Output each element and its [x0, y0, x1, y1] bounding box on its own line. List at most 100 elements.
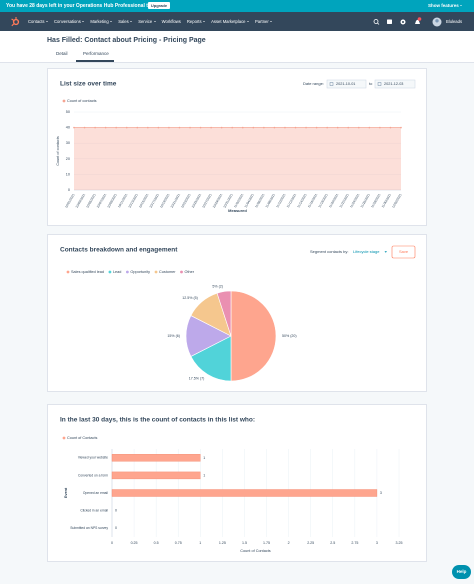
banner-text: You have 28 days left in your Operations… [6, 3, 157, 9]
data-label: 3 [380, 491, 382, 495]
chart-title: List size over time [60, 81, 117, 88]
y-tick-label: 40 [66, 126, 70, 130]
x-tick-label: 10/27/2021 [201, 193, 213, 209]
legend-label: Other [185, 270, 195, 274]
legend-label: Count of Contacts [67, 436, 97, 440]
nav-item-label[interactable]: Marketing [90, 19, 109, 24]
legend-label: Lead [113, 270, 121, 274]
slice-label: 5% (2) [212, 285, 223, 289]
show-features-text[interactable]: Show features [428, 3, 459, 8]
point [294, 126, 297, 129]
x-tick-label: 10/05/2021 [85, 193, 97, 209]
date-input[interactable] [326, 79, 367, 89]
save-label[interactable]: Save [399, 249, 409, 254]
nav-item-label[interactable]: Partner [255, 19, 269, 24]
search-icon[interactable] [373, 19, 379, 24]
upgrade-button[interactable]: Upgrade [148, 2, 170, 9]
pie-slice [230, 290, 277, 382]
account-name[interactable]: Bluleads [446, 19, 463, 24]
x-tick-label: 11/24/2021 [349, 193, 360, 209]
legend-swatch [125, 270, 129, 274]
nav-item[interactable]: Conversations [54, 19, 85, 24]
nav-item-label[interactable]: Sales [118, 19, 129, 24]
nav-item-label[interactable]: Workflows [161, 19, 181, 24]
x-tick-label: 11/12/2021 [286, 193, 297, 209]
dropdown-caret [384, 251, 387, 253]
y-tick-label: Submitted an NPS survey [70, 526, 108, 530]
x-tick-label: 3.25 [396, 541, 403, 545]
x-tick-label: 11/04/2021 [244, 193, 255, 209]
x-tick-label: 11/18/2021 [317, 193, 328, 209]
x-tick-label: 1 [199, 541, 201, 545]
pie-slice [216, 290, 232, 337]
bar [111, 454, 201, 462]
point [115, 126, 117, 129]
tab[interactable]: Detail [56, 51, 68, 56]
date-input[interactable] [374, 79, 416, 89]
point [136, 126, 139, 129]
y-axis-title: Count of contacts [56, 136, 60, 166]
nav-item[interactable]: Workflows [162, 19, 181, 24]
x-axis-title: Measured [228, 208, 247, 213]
x-tick-label: 0.5 [154, 541, 159, 545]
page-title: Has Filled: Contact about Pricing - Pric… [47, 37, 206, 44]
x-axis-title: Count of Contacts [240, 549, 270, 553]
top-nav: Contacts Conversations Marketing Sales Servi… [0, 12, 474, 31]
x-tick-label: 0.75 [175, 541, 182, 545]
x-tick-label: 11/08/2021 [265, 193, 276, 209]
notifications-icon[interactable] [415, 19, 420, 24]
point [368, 126, 371, 129]
x-tick-label: 11/26/2021 [360, 193, 371, 209]
show-features-link[interactable]: Show features [428, 3, 463, 8]
y-tick-label: 50 [66, 110, 70, 114]
nav-item-label[interactable]: Reports [186, 19, 202, 24]
x-tick-label: 0 [111, 541, 113, 545]
chart: Date range: 2021-10-01 to 2021-12-03 Lis… [56, 79, 416, 213]
x-tick-label: 2.5 [330, 541, 335, 545]
point [347, 126, 350, 129]
legend-label: Opportunity [130, 270, 150, 274]
legend-label: Customer [159, 270, 176, 274]
legend-swatch [62, 99, 66, 103]
save-button[interactable] [391, 245, 416, 259]
slice-label: 50% (20) [282, 334, 297, 338]
nav-item-label[interactable]: Asset Marketplace [211, 19, 246, 24]
y-tick-label: Opened an email [83, 491, 108, 495]
nav-item-label[interactable]: Contacts [28, 19, 45, 24]
x-tick-label: 0.25 [131, 541, 138, 545]
help-button[interactable]: Help [452, 565, 471, 579]
point [210, 126, 212, 129]
legend-swatch [180, 270, 183, 274]
x-tick-label: 11/30/2021 [381, 193, 392, 209]
card: Segment contacts by: Lifecycle stage Sav… [47, 234, 427, 392]
segment-select[interactable]: Lifecycle stage [353, 249, 380, 254]
nav-item[interactable]: Contacts [28, 19, 49, 24]
point [220, 126, 223, 129]
nav-item-label[interactable]: Service [138, 19, 153, 24]
logo[interactable] [10, 16, 21, 27]
slice-label: 15% (6) [167, 334, 180, 338]
point [284, 126, 286, 129]
calendar-icon [377, 82, 382, 86]
tab-active[interactable]: Performance [83, 51, 109, 56]
x-tick-label: 10/31/2021 [222, 193, 234, 209]
marketplace-icon[interactable] [387, 19, 392, 25]
nav-item[interactable]: Sales [118, 19, 133, 24]
nav-item[interactable]: Marketing [90, 19, 113, 24]
legend-swatch [62, 436, 66, 440]
y-tick-label: 20 [66, 157, 70, 161]
nav-item[interactable]: Reports [186, 19, 206, 24]
nav-item[interactable]: Asset Marketplace [211, 19, 250, 24]
point [178, 126, 181, 129]
x-tick-label: 10/13/2021 [127, 193, 139, 209]
point [168, 126, 170, 129]
nav-item[interactable]: Service [138, 19, 156, 24]
trial-banner: You have 28 days left in your Operations… [0, 0, 474, 12]
nav-item-label[interactable]: Conversations [54, 19, 81, 24]
x-tick-label: 10/09/2021 [106, 193, 118, 209]
slice-label: 12.5% (5) [182, 296, 198, 300]
nav-item[interactable]: Partner [255, 19, 273, 24]
x-tick-label: 11/06/2021 [254, 193, 265, 209]
point [315, 126, 318, 129]
legend-swatch [108, 270, 112, 274]
